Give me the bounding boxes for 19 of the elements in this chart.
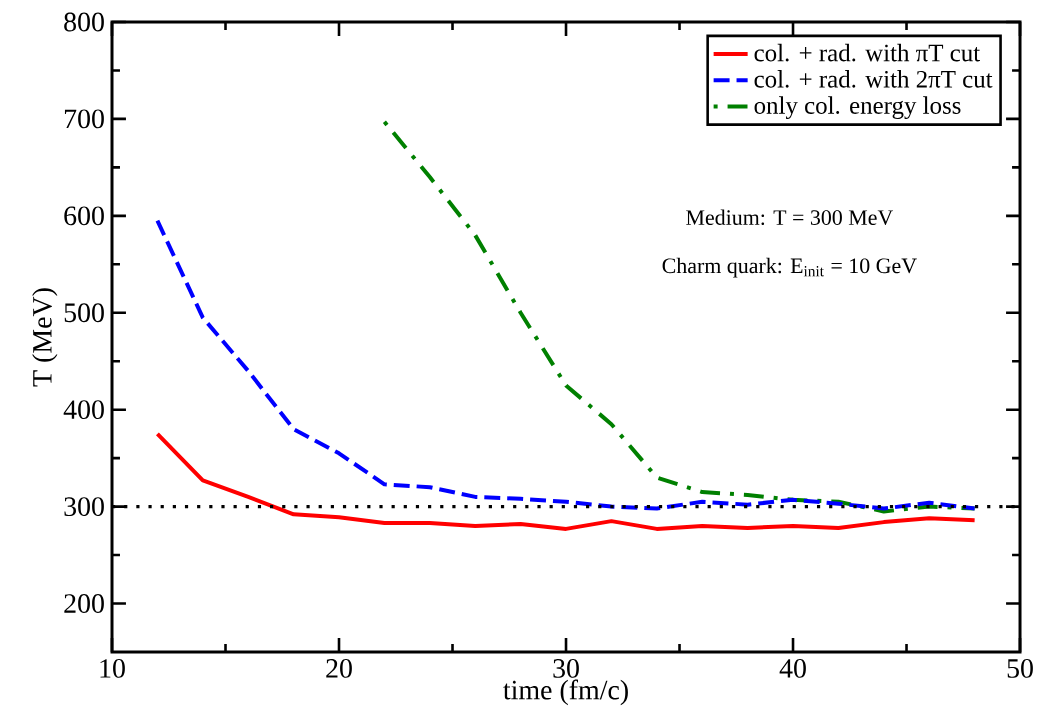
legend-label: only col. energy loss — [754, 96, 961, 120]
y-axis-title: T (MeV) — [32, 288, 58, 387]
legend-label: col. + rad. with 2πT cut — [754, 70, 993, 88]
y-tick-label: 600 — [64, 206, 104, 226]
y-tick-label: 700 — [64, 109, 104, 129]
annotation: Charm quark: E$_{init}$ = 10 GeV — [662, 257, 917, 278]
y-tick-label: 400 — [63, 400, 104, 420]
x-tick-label: 50 — [1007, 659, 1033, 678]
x-tick-label: 40 — [779, 659, 806, 678]
annotation: Medium: T = 300 MeV — [686, 209, 894, 226]
y-tick-label: 200 — [64, 594, 104, 613]
x-tick-label: 10 — [100, 659, 125, 678]
x-tick-label: 20 — [326, 659, 352, 678]
y-tick-label: 800 — [64, 12, 104, 32]
legend-label: col. + rad. with πT cut — [754, 43, 981, 62]
x-tick-label: 30 — [553, 659, 579, 678]
y-tick-label: 300 — [64, 497, 104, 517]
y-tick-label: 500 — [64, 303, 104, 323]
x-axis-title: time (fm/c) — [503, 679, 628, 706]
